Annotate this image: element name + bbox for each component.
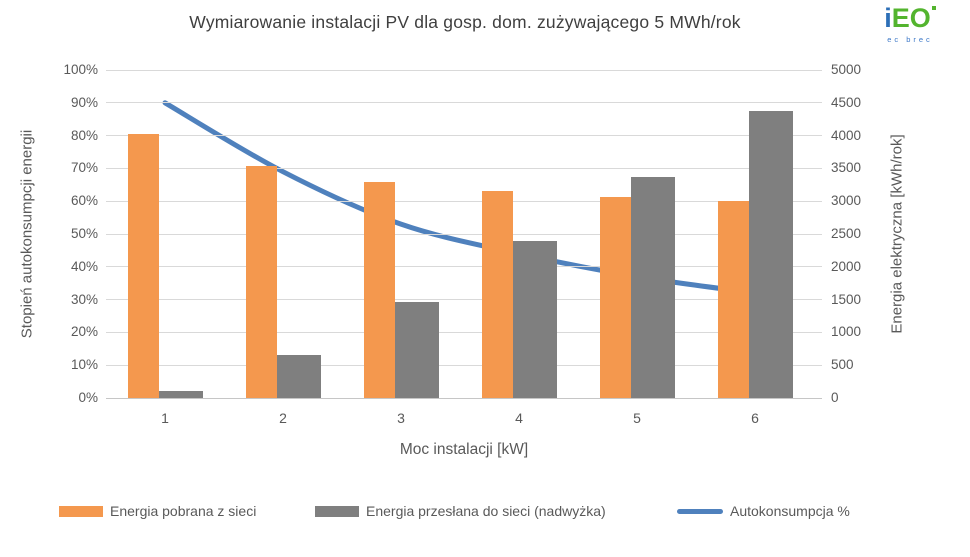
axis-tick-label: 80% <box>70 127 98 143</box>
bar-energia-pobrana <box>363 182 395 398</box>
legend-label: Autokonsumpcja % <box>730 503 850 519</box>
bar-energia-pobrana <box>127 133 159 398</box>
bar-energia-przeslana <box>512 241 557 398</box>
axis-tick-label: 4000 <box>831 127 862 143</box>
x-axis-tick-label: 1 <box>161 410 169 426</box>
axis-tick-label: 60% <box>70 193 98 209</box>
left-axis-ticks: 0% 10% 20% 30% 40% 50% 60% 70% 80% 90% 100% <box>0 62 98 405</box>
x-axis-tick-label: 2 <box>279 410 287 426</box>
axis-tick-label: 3500 <box>831 160 862 176</box>
gridline <box>106 331 822 333</box>
axis-tick-label: 30% <box>70 291 98 307</box>
bar-energia-przeslana <box>276 355 321 398</box>
bar-energia-przeslana <box>394 301 439 398</box>
axis-tick-label: 2000 <box>831 258 862 274</box>
axis-tick-label: 1500 <box>831 291 862 307</box>
legend: Energia pobrana z sieci Energia przesłan… <box>0 498 970 524</box>
gridline <box>106 200 822 202</box>
chart-title: Wymiarowanie instalacji PV dla gosp. dom… <box>189 12 741 32</box>
bar-energia-pobrana <box>245 165 277 398</box>
gridline <box>106 364 822 366</box>
axis-tick-label: 3000 <box>831 193 862 209</box>
ieo-logo: iEO ec brec <box>870 5 950 44</box>
right-axis-ticks: 0 500 1000 1500 2000 2500 3000 3500 4000 4500 5000 <box>831 62 921 405</box>
logo-letter-i: i <box>884 3 892 33</box>
axis-tick-label: 10% <box>70 357 98 373</box>
plot-area <box>106 69 822 399</box>
axis-tick-label: 0 <box>831 390 839 405</box>
bar-energia-przeslana <box>158 390 203 398</box>
bar-energia-przeslana <box>630 176 675 398</box>
gridline <box>106 102 822 104</box>
bar-energia-pobrana <box>599 197 631 398</box>
axis-tick-label: 1000 <box>831 324 862 340</box>
gridline <box>106 167 822 169</box>
bar-energia-przeslana <box>748 111 793 398</box>
x-axis-tick-label: 5 <box>633 410 641 426</box>
ieo-logo-text: iEO <box>870 5 950 32</box>
axis-tick-label: 5000 <box>831 62 862 77</box>
gridline <box>106 135 822 137</box>
x-axis-tick-label: 4 <box>515 410 523 426</box>
x-axis-title: Moc instalacji [kW] <box>399 441 529 458</box>
legend-swatch-gray-bar <box>315 505 359 517</box>
gridline <box>106 397 822 399</box>
x-axis-tick-label: 6 <box>751 410 759 426</box>
bar-energia-pobrana <box>717 201 749 398</box>
axis-tick-label: 500 <box>831 357 854 373</box>
legend-item-autokonsumpcja: Autokonsumpcja % <box>677 498 850 524</box>
legend-item-energia-pobrana: Energia pobrana z sieci <box>59 498 256 524</box>
x-axis-tick-label: 3 <box>397 410 405 426</box>
trademark-mark-icon <box>931 6 936 10</box>
axis-tick-label: 100% <box>63 62 98 77</box>
legend-swatch-orange-bar <box>59 505 103 517</box>
gridline <box>106 266 822 268</box>
axis-tick-label: 40% <box>70 258 98 274</box>
axis-tick-label: 4500 <box>831 94 862 110</box>
legend-swatch-blue-line <box>677 508 723 514</box>
logo-letters-eo: EO <box>891 3 931 33</box>
ieo-logo-subtext: ec brec <box>887 35 933 44</box>
axis-tick-label: 2500 <box>831 226 862 241</box>
gridline <box>106 69 822 71</box>
legend-label: Energia przesłana do sieci (nadwyżka) <box>366 503 606 519</box>
axis-tick-label: 20% <box>70 324 98 340</box>
legend-label: Energia pobrana z sieci <box>110 503 257 519</box>
axis-tick-label: 50% <box>70 226 98 241</box>
axis-tick-label: 70% <box>70 160 98 176</box>
x-axis-labels: 1 2 3 4 5 6 <box>106 410 822 428</box>
legend-item-energia-przeslana: Energia przesłana do sieci (nadwyżka) <box>315 498 606 524</box>
gridline <box>106 233 822 235</box>
gridline <box>106 299 822 301</box>
axis-tick-label: 90% <box>70 94 98 110</box>
axis-tick-label: 0% <box>78 390 98 405</box>
bar-energia-pobrana <box>481 191 513 398</box>
